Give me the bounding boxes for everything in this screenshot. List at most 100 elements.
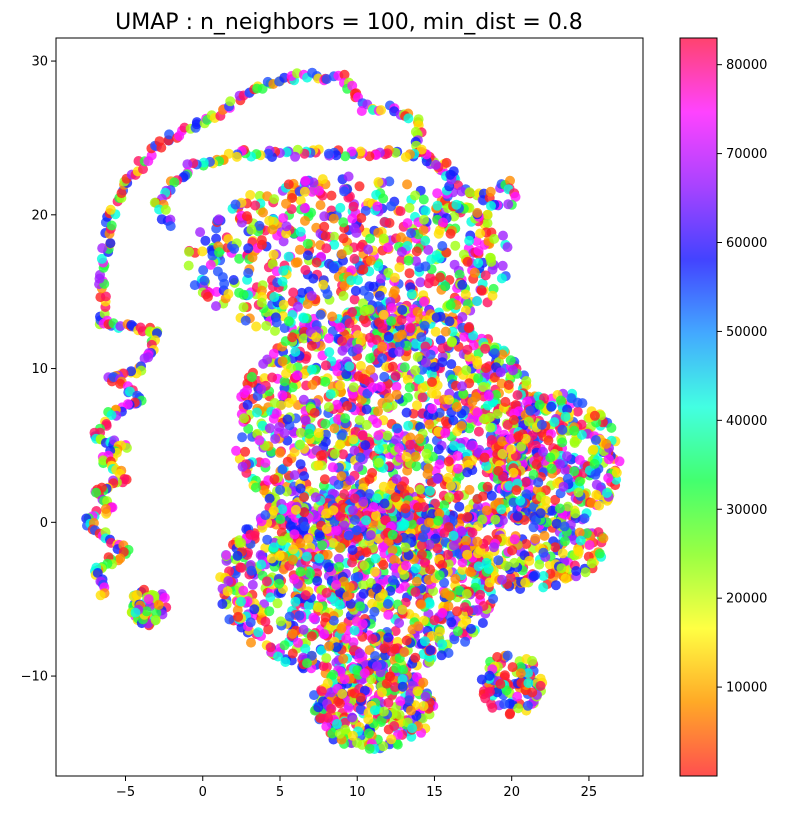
scatter-point <box>424 419 435 430</box>
scatter-point <box>379 498 390 509</box>
scatter-point <box>189 280 200 291</box>
scatter-point <box>361 515 371 526</box>
scatter-point <box>461 365 472 376</box>
scatter-point <box>410 563 421 574</box>
scatter-point <box>295 427 306 438</box>
scatter-point <box>384 392 394 403</box>
scatter-point <box>368 281 379 292</box>
scatter-point <box>499 699 510 710</box>
scatter-point <box>124 386 135 397</box>
scatter-point <box>270 325 280 336</box>
scatter-point <box>256 235 267 246</box>
scatter-point <box>318 279 329 290</box>
scatter-point <box>400 152 411 163</box>
scatter-point <box>334 599 345 610</box>
scatter-point <box>236 562 247 573</box>
scatter-point <box>574 527 585 538</box>
scatter-point <box>485 253 496 263</box>
scatter-point <box>603 473 614 483</box>
scatter-point <box>589 458 600 469</box>
scatter-point <box>239 413 249 424</box>
scatter-point <box>439 500 450 511</box>
scatter-point <box>329 239 340 250</box>
scatter-point <box>443 549 453 560</box>
scatter-point <box>449 634 460 645</box>
scatter-point <box>522 396 533 407</box>
scatter-point <box>245 617 256 628</box>
scatter-point <box>355 692 366 703</box>
scatter-point <box>268 348 279 359</box>
scatter-point <box>106 220 117 231</box>
scatter-point <box>462 512 473 522</box>
scatter-point <box>481 461 492 472</box>
scatter-point <box>538 547 549 558</box>
scatter-point <box>457 564 468 575</box>
scatter-point <box>396 329 407 340</box>
scatter-point <box>402 179 413 190</box>
scatter-point <box>306 631 317 642</box>
scatter-point <box>572 406 583 417</box>
scatter-point <box>289 574 300 585</box>
scatter-point <box>434 626 445 637</box>
scatter-point <box>267 224 278 235</box>
scatter-point <box>327 728 338 739</box>
scatter-point <box>540 495 551 506</box>
scatter-point <box>463 323 474 334</box>
scatter-point <box>416 540 427 551</box>
scatter-point <box>516 441 527 452</box>
scatter-point <box>429 615 440 626</box>
scatter-point <box>403 255 414 266</box>
scatter-point <box>590 469 601 480</box>
scatter-point <box>143 594 154 605</box>
scatter-point <box>323 402 334 412</box>
x-tick-label: 5 <box>276 785 284 800</box>
scatter-point <box>97 243 108 254</box>
scatter-point <box>349 253 360 264</box>
scatter-point <box>275 514 286 525</box>
scatter-point <box>472 359 483 370</box>
scatter-point <box>311 257 322 268</box>
scatter-point <box>321 721 332 732</box>
colorbar-tick-label: 60000 <box>726 236 767 251</box>
scatter-point <box>379 371 390 382</box>
scatter-point <box>485 422 496 433</box>
scatter-point <box>557 437 568 448</box>
scatter-point <box>326 190 337 201</box>
scatter-point <box>432 200 443 211</box>
scatter-point <box>481 363 491 373</box>
scatter-point <box>213 214 224 225</box>
scatter-point <box>390 370 401 381</box>
scatter-point <box>437 357 448 368</box>
scatter-point <box>472 296 483 307</box>
scatter-point <box>497 448 508 459</box>
scatter-point <box>295 459 306 470</box>
scatter-point <box>506 444 517 455</box>
scatter-point <box>418 701 429 712</box>
scatter-point <box>497 260 508 271</box>
scatter-point <box>338 290 349 301</box>
scatter-point <box>290 596 301 607</box>
scatter-point <box>373 177 384 188</box>
scatter-point <box>445 228 456 239</box>
scatter-point <box>329 448 340 459</box>
scatter-point <box>369 606 380 617</box>
scatter-point <box>432 474 443 484</box>
x-tick-label: 25 <box>581 785 598 800</box>
scatter-point <box>169 177 180 188</box>
scatter-point <box>557 424 568 435</box>
scatter-point <box>275 484 286 495</box>
scatter-point <box>329 231 340 242</box>
scatter-point <box>444 394 454 405</box>
scatter-point <box>419 636 430 647</box>
scatter-point <box>391 434 401 445</box>
scatter-point <box>437 241 448 251</box>
scatter-point <box>531 459 542 470</box>
scatter-point <box>405 323 416 334</box>
x-tick-label: 15 <box>426 785 443 800</box>
scatter-point <box>436 650 447 661</box>
scatter-point <box>429 362 440 372</box>
scatter-point <box>245 529 256 540</box>
scatter-point <box>538 582 549 593</box>
scatter-point <box>293 637 303 648</box>
scatter-point <box>515 495 526 506</box>
